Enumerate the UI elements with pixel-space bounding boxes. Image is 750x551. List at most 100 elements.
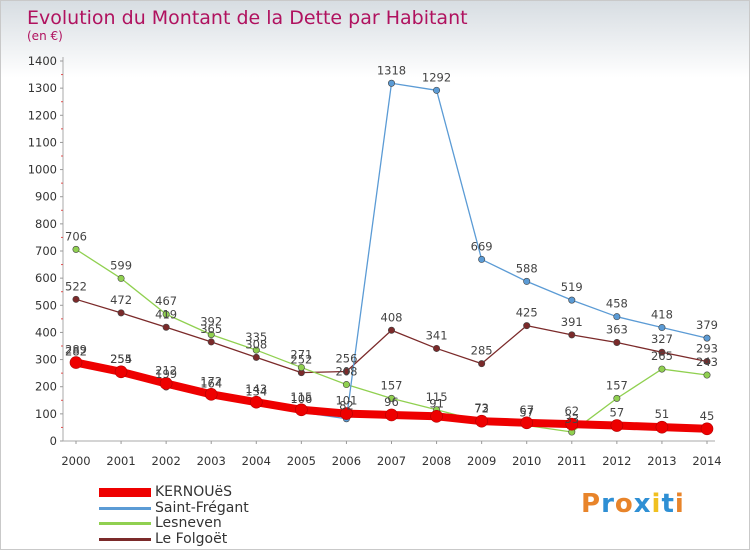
x-tick-label: 2007: [377, 454, 406, 468]
legend-swatch: [99, 537, 151, 541]
data-point: [475, 414, 488, 428]
data-label: 472: [110, 293, 132, 307]
data-label: 57: [519, 406, 534, 420]
data-point: [159, 377, 173, 390]
data-label: 419: [155, 307, 177, 321]
data-label: 265: [651, 349, 673, 363]
data-label: 335: [245, 330, 267, 344]
data-label: 379: [696, 318, 718, 332]
logo-letter: x: [633, 489, 652, 519]
data-label: 256: [335, 352, 357, 366]
data-point: [117, 274, 125, 282]
data-point: [658, 365, 666, 373]
y-tick-label: 600: [35, 271, 57, 285]
legend-label: Le Folgoët: [155, 530, 228, 547]
logo-letter: o: [614, 489, 634, 519]
logo-letter: r: [601, 489, 615, 519]
data-point: [385, 408, 398, 422]
data-label: 282: [65, 344, 87, 358]
data-label: 208: [335, 365, 357, 379]
data-label: 143: [245, 382, 267, 396]
data-label: 519: [561, 280, 583, 294]
x-tick-label: 2003: [197, 454, 226, 468]
data-point: [703, 334, 711, 342]
data-label: 425: [516, 306, 538, 320]
data-point: [613, 313, 621, 321]
data-point: [207, 331, 215, 339]
data-label: 73: [474, 401, 489, 415]
data-label: 392: [200, 315, 222, 329]
data-label: 254: [110, 352, 132, 366]
data-label: 199: [155, 367, 177, 381]
chart-subtitle: (en €): [27, 29, 63, 43]
data-label: 271: [290, 347, 312, 361]
x-tick-label: 2004: [242, 454, 271, 468]
data-label: 51: [655, 407, 670, 421]
data-label: 33: [564, 412, 579, 426]
data-label: 458: [606, 297, 628, 311]
y-tick-label: 200: [35, 380, 57, 394]
legend-label: Saint-Frégant: [155, 499, 249, 516]
data-point: [568, 296, 576, 304]
data-point: [207, 338, 215, 346]
x-tick-label: 2011: [557, 454, 586, 468]
data-point: [655, 420, 669, 434]
data-point: [613, 394, 621, 402]
data-label: 341: [426, 328, 448, 342]
x-tick-label: 2012: [602, 454, 631, 468]
data-label: 62: [564, 404, 579, 418]
y-tick-label: 800: [35, 217, 57, 231]
data-point: [433, 344, 441, 352]
data-label: 115: [290, 390, 312, 404]
data-label: 522: [65, 279, 87, 293]
y-tick-label: 1100: [28, 135, 57, 149]
data-label: 706: [65, 229, 87, 243]
data-label: 599: [110, 258, 132, 272]
data-point: [340, 407, 353, 420]
legend-label: Lesneven: [155, 515, 222, 531]
legend-label: KERNOUëS: [155, 484, 232, 500]
data-point: [387, 394, 395, 402]
data-point: [162, 310, 170, 318]
data-label: 106: [290, 392, 312, 406]
data-point: [478, 360, 486, 368]
data-label: 408: [381, 310, 403, 324]
legend-swatch: [99, 488, 151, 497]
data-label: 172: [200, 374, 222, 388]
data-point: [72, 295, 80, 303]
legend-swatch: [99, 522, 151, 525]
data-label: 1318: [377, 63, 406, 77]
data-label: 157: [381, 378, 403, 392]
y-tick-label: 500: [35, 298, 57, 312]
data-point: [252, 346, 260, 354]
data-label: 418: [651, 308, 673, 322]
data-point: [249, 395, 263, 409]
data-label: 72: [474, 401, 489, 415]
chart-title: Evolution du Montant de la Dette par Hab…: [27, 7, 468, 29]
data-label: 293: [696, 341, 718, 355]
y-tick-label: 1300: [28, 81, 57, 95]
data-point: [523, 322, 531, 330]
data-label: 308: [245, 337, 267, 351]
legend-swatch: [99, 506, 151, 510]
x-tick-label: 2014: [692, 454, 721, 468]
data-point: [430, 409, 443, 423]
y-tick-label: 1400: [28, 54, 57, 68]
data-label: 101: [335, 394, 357, 408]
y-tick-label: 300: [35, 353, 57, 367]
x-tick-label: 2008: [422, 454, 451, 468]
data-label: 252: [290, 353, 312, 367]
data-point: [520, 416, 534, 430]
data-point: [523, 277, 531, 285]
data-point: [387, 326, 395, 334]
data-label: 157: [606, 378, 628, 392]
data-label: 243: [696, 355, 718, 369]
data-point: [568, 331, 576, 339]
data-point: [295, 403, 308, 417]
logo-letter: P: [581, 489, 602, 519]
y-tick-label: 700: [35, 244, 57, 258]
data-point: [69, 356, 83, 369]
y-tick-label: 100: [35, 407, 57, 421]
data-label: 67: [519, 403, 534, 417]
x-tick-label: 2000: [61, 454, 90, 468]
